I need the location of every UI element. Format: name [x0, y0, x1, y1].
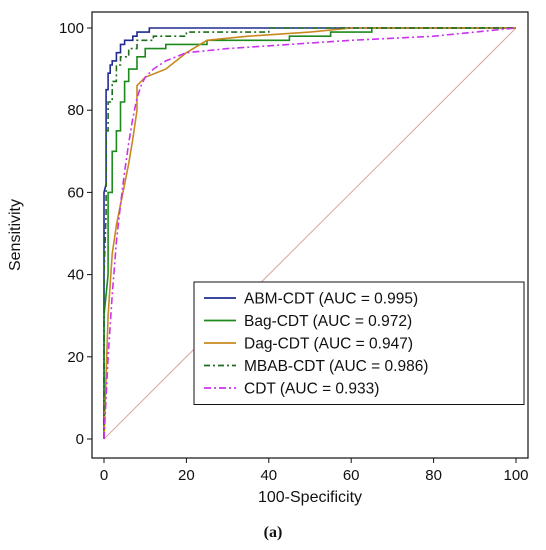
x-axis-label: 100-Specificity: [258, 489, 362, 506]
y-tick-label: 80: [67, 102, 84, 119]
legend-label-4: MBAB-CDT (AUC = 0.986): [244, 358, 428, 375]
legend-label-5: CDT (AUC = 0.933): [244, 381, 379, 398]
x-tick-label: 0: [100, 467, 108, 484]
y-tick-label: 0: [76, 431, 84, 448]
x-tick-label: 40: [260, 467, 277, 484]
x-tick-label: 80: [425, 467, 442, 484]
figure-caption: (a): [263, 524, 283, 541]
series-line-4: [103, 27, 516, 439]
x-tick-label: 100: [503, 467, 528, 484]
y-tick-label: 100: [59, 20, 84, 37]
series-line-5: [103, 27, 517, 440]
legend-label-1: ABM-CDT (AUC = 0.995): [244, 291, 418, 308]
legend-label-3: Dag-CDT (AUC = 0.947): [244, 336, 413, 353]
y-tick-label: 40: [67, 267, 84, 284]
series-line-2: [103, 27, 516, 439]
legend-box: [193, 281, 525, 405]
y-tick-label: 20: [67, 349, 84, 366]
reference-diagonal-line: [103, 27, 517, 440]
legend-label-2: Bag-CDT (AUC = 0.972): [244, 313, 412, 330]
plot-frame: [91, 11, 529, 459]
x-tick-label: 60: [343, 467, 360, 484]
y-tick-label: 60: [67, 184, 84, 201]
axis-layer: 0 20 40 60 80 100 0 20 40 60 80 100: [59, 11, 529, 484]
y-axis-label: Sensitivity: [7, 199, 24, 271]
x-tick-label: 20: [178, 467, 195, 484]
plot-layer: [103, 27, 517, 440]
legend: ABM-CDT (AUC = 0.995) Bag-CDT (AUC = 0.97…: [193, 281, 525, 405]
roc-chart: 0 20 40 60 80 100 0 20 40 60 80 100 100-Specificity…: [7, 11, 529, 506]
series-line-3: [103, 27, 516, 440]
series-line-1: [103, 27, 516, 439]
